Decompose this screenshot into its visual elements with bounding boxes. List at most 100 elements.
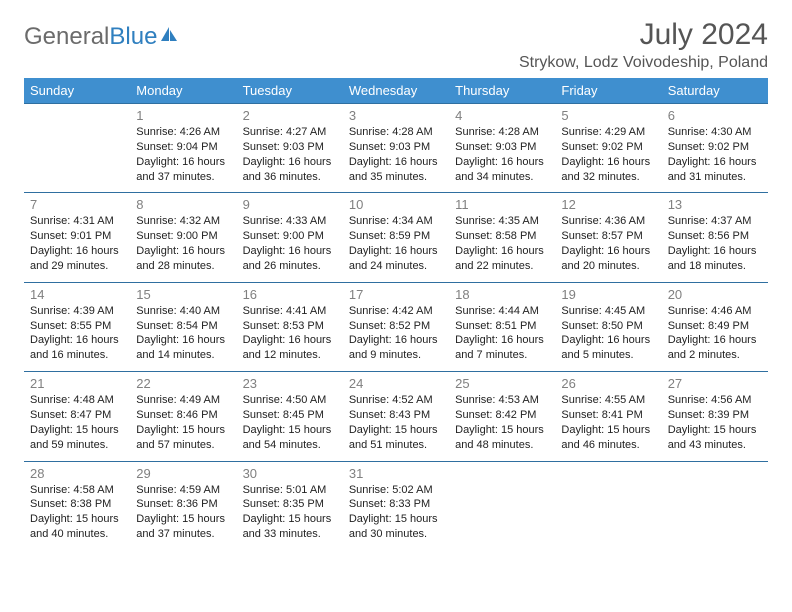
sunrise-text: Sunrise: 4:34 AM <box>349 214 443 229</box>
weekday-header-row: Sunday Monday Tuesday Wednesday Thursday… <box>24 78 768 104</box>
day-info: Sunrise: 4:40 AMSunset: 8:54 PMDaylight:… <box>136 304 230 363</box>
sunset-text: Sunset: 8:41 PM <box>561 408 655 423</box>
calendar-day-cell: 25Sunrise: 4:53 AMSunset: 8:42 PMDayligh… <box>449 372 555 461</box>
daylight-text: and 57 minutes. <box>136 438 230 453</box>
daylight-text: and 37 minutes. <box>136 170 230 185</box>
weekday-header: Monday <box>130 78 236 104</box>
calendar-day-cell: 27Sunrise: 4:56 AMSunset: 8:39 PMDayligh… <box>662 372 768 461</box>
day-number: 1 <box>136 108 230 123</box>
sunrise-text: Sunrise: 4:39 AM <box>30 304 124 319</box>
daylight-text: and 33 minutes. <box>243 527 337 542</box>
day-info: Sunrise: 5:01 AMSunset: 8:35 PMDaylight:… <box>243 483 337 542</box>
daylight-text: Daylight: 15 hours <box>30 512 124 527</box>
day-number: 11 <box>455 197 549 212</box>
sunset-text: Sunset: 8:43 PM <box>349 408 443 423</box>
sunset-text: Sunset: 8:35 PM <box>243 497 337 512</box>
calendar-day-cell: 29Sunrise: 4:59 AMSunset: 8:36 PMDayligh… <box>130 461 236 550</box>
sunrise-text: Sunrise: 4:35 AM <box>455 214 549 229</box>
calendar-day-cell: 7 Sunrise: 4:31 AMSunset: 9:01 PMDaylight… <box>24 193 130 282</box>
sunrise-text: Sunrise: 4:33 AM <box>243 214 337 229</box>
sunrise-text: Sunrise: 4:44 AM <box>455 304 549 319</box>
daylight-text: and 20 minutes. <box>561 259 655 274</box>
day-number: 24 <box>349 376 443 391</box>
daylight-text: Daylight: 16 hours <box>455 155 549 170</box>
sunset-text: Sunset: 8:51 PM <box>455 319 549 334</box>
day-info: Sunrise: 4:28 AMSunset: 9:03 PMDaylight:… <box>455 125 549 184</box>
daylight-text: and 9 minutes. <box>349 348 443 363</box>
daylight-text: Daylight: 16 hours <box>349 244 443 259</box>
daylight-text: and 26 minutes. <box>243 259 337 274</box>
sunset-text: Sunset: 8:47 PM <box>30 408 124 423</box>
calendar-day-cell: 28Sunrise: 4:58 AMSunset: 8:38 PMDayligh… <box>24 461 130 550</box>
daylight-text: Daylight: 16 hours <box>243 155 337 170</box>
calendar-day-cell: 16Sunrise: 4:41 AMSunset: 8:53 PMDayligh… <box>237 282 343 371</box>
calendar-day-cell: 14 Sunrise: 4:39 AMSunset: 8:55 PMDayligh… <box>24 282 130 371</box>
calendar-day-cell: 2Sunrise: 4:27 AMSunset: 9:03 PMDaylight… <box>237 104 343 193</box>
sunrise-text: Sunrise: 4:28 AM <box>455 125 549 140</box>
sunset-text: Sunset: 8:38 PM <box>30 497 124 512</box>
daylight-text: Daylight: 16 hours <box>30 333 124 348</box>
sunset-text: Sunset: 8:42 PM <box>455 408 549 423</box>
weekday-header: Wednesday <box>343 78 449 104</box>
sunset-text: Sunset: 9:00 PM <box>136 229 230 244</box>
sunrise-text: Sunrise: 5:02 AM <box>349 483 443 498</box>
sunrise-text: Sunrise: 4:59 AM <box>136 483 230 498</box>
calendar-table: Sunday Monday Tuesday Wednesday Thursday… <box>24 78 768 550</box>
daylight-text: Daylight: 15 hours <box>243 512 337 527</box>
calendar-day-cell <box>24 104 130 193</box>
calendar-day-cell: 23Sunrise: 4:50 AMSunset: 8:45 PMDayligh… <box>237 372 343 461</box>
day-info: Sunrise: 4:31 AMSunset: 9:01 PMDaylight:… <box>30 214 124 273</box>
day-info: Sunrise: 4:53 AMSunset: 8:42 PMDaylight:… <box>455 393 549 452</box>
day-number: 2 <box>243 108 337 123</box>
calendar-day-cell: 9Sunrise: 4:33 AMSunset: 9:00 PMDaylight… <box>237 193 343 282</box>
day-number: 16 <box>243 287 337 302</box>
daylight-text: Daylight: 15 hours <box>243 423 337 438</box>
daylight-text: Daylight: 16 hours <box>455 244 549 259</box>
daylight-text: Daylight: 16 hours <box>349 155 443 170</box>
calendar-day-cell: 3Sunrise: 4:28 AMSunset: 9:03 PMDaylight… <box>343 104 449 193</box>
logo-text-gray: General <box>24 23 109 51</box>
daylight-text: and 51 minutes. <box>349 438 443 453</box>
day-info: Sunrise: 4:34 AMSunset: 8:59 PMDaylight:… <box>349 214 443 273</box>
calendar-week-row: 1Sunrise: 4:26 AMSunset: 9:04 PMDaylight… <box>24 104 768 193</box>
sunset-text: Sunset: 8:52 PM <box>349 319 443 334</box>
day-info: Sunrise: 4:29 AMSunset: 9:02 PMDaylight:… <box>561 125 655 184</box>
calendar-body: 1Sunrise: 4:26 AMSunset: 9:04 PMDaylight… <box>24 104 768 550</box>
daylight-text: and 40 minutes. <box>30 527 124 542</box>
day-info: Sunrise: 4:49 AMSunset: 8:46 PMDaylight:… <box>136 393 230 452</box>
calendar-day-cell <box>662 461 768 550</box>
daylight-text: and 5 minutes. <box>561 348 655 363</box>
day-info: Sunrise: 4:33 AMSunset: 9:00 PMDaylight:… <box>243 214 337 273</box>
daylight-text: and 48 minutes. <box>455 438 549 453</box>
day-number: 13 <box>668 197 762 212</box>
calendar-day-cell: 19Sunrise: 4:45 AMSunset: 8:50 PMDayligh… <box>555 282 661 371</box>
day-number: 3 <box>349 108 443 123</box>
sunset-text: Sunset: 8:33 PM <box>349 497 443 512</box>
day-number: 14 <box>30 287 124 302</box>
daylight-text: Daylight: 16 hours <box>561 155 655 170</box>
day-number: 18 <box>455 287 549 302</box>
day-number: 20 <box>668 287 762 302</box>
day-number: 7 <box>30 197 124 212</box>
daylight-text: and 43 minutes. <box>668 438 762 453</box>
calendar-day-cell: 12Sunrise: 4:36 AMSunset: 8:57 PMDayligh… <box>555 193 661 282</box>
daylight-text: and 12 minutes. <box>243 348 337 363</box>
daylight-text: and 46 minutes. <box>561 438 655 453</box>
sunset-text: Sunset: 8:56 PM <box>668 229 762 244</box>
daylight-text: and 29 minutes. <box>30 259 124 274</box>
sunrise-text: Sunrise: 4:48 AM <box>30 393 124 408</box>
sunset-text: Sunset: 8:55 PM <box>30 319 124 334</box>
logo-text-blue: Blue <box>109 23 157 51</box>
sunrise-text: Sunrise: 5:01 AM <box>243 483 337 498</box>
day-number: 22 <box>136 376 230 391</box>
sunrise-text: Sunrise: 4:56 AM <box>668 393 762 408</box>
sunrise-text: Sunrise: 4:52 AM <box>349 393 443 408</box>
daylight-text: Daylight: 15 hours <box>349 423 443 438</box>
sunrise-text: Sunrise: 4:31 AM <box>30 214 124 229</box>
month-title: July 2024 <box>519 18 768 52</box>
day-number: 26 <box>561 376 655 391</box>
sunrise-text: Sunrise: 4:29 AM <box>561 125 655 140</box>
sunrise-text: Sunrise: 4:40 AM <box>136 304 230 319</box>
title-block: July 2024 Strykow, Lodz Voivodeship, Pol… <box>519 18 768 72</box>
daylight-text: Daylight: 15 hours <box>455 423 549 438</box>
